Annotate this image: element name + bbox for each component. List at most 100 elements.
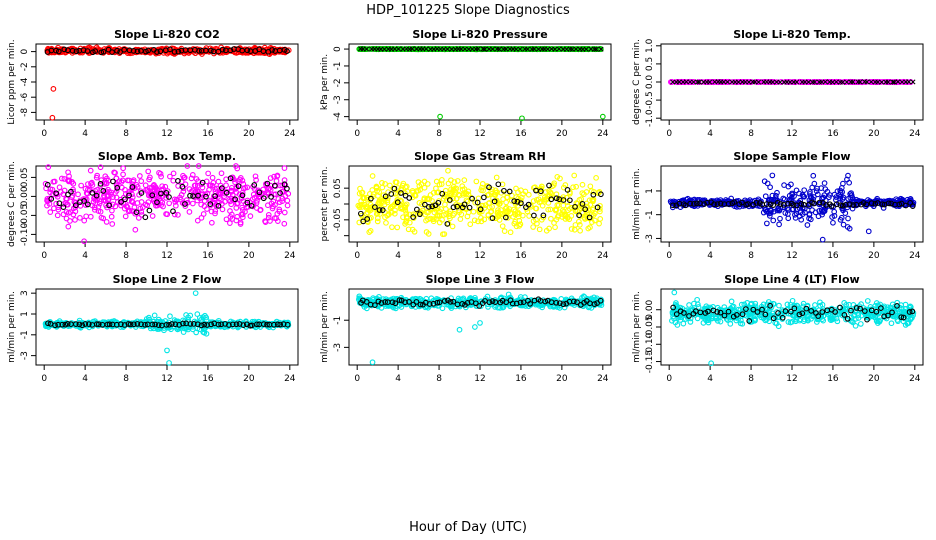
data-point <box>423 46 429 52</box>
data-point <box>195 192 201 199</box>
data-point <box>493 174 500 181</box>
data-point <box>573 46 579 52</box>
data-point <box>383 219 389 226</box>
data-point <box>586 197 593 204</box>
data-point <box>218 170 225 177</box>
data-point <box>403 201 410 208</box>
data-point <box>424 196 431 203</box>
x-tick-label: 12 <box>786 129 797 139</box>
data-point <box>480 46 486 52</box>
y-tick-label: 0.00 <box>20 186 30 206</box>
data-point <box>409 46 415 52</box>
data-point <box>431 209 438 216</box>
data-point <box>474 199 481 206</box>
x-tick-label: 20 <box>243 374 255 384</box>
data-point <box>228 211 235 218</box>
y-tick-label: -1 <box>333 61 343 70</box>
data-point <box>95 208 102 214</box>
data-point <box>855 79 861 85</box>
data-point <box>776 221 782 228</box>
data-point <box>812 79 819 85</box>
data-point <box>227 47 234 54</box>
x-tick-label: 24 <box>909 374 921 384</box>
data-point <box>172 202 179 209</box>
data-point <box>392 207 398 214</box>
data-point <box>755 79 762 85</box>
data-point <box>548 215 554 222</box>
data-point <box>281 209 288 216</box>
data-point <box>405 226 412 233</box>
data-point <box>425 203 432 210</box>
data-point <box>368 195 374 202</box>
data-point <box>44 196 51 202</box>
y-axis-label: Licor ppm per min. <box>7 39 17 124</box>
data-point <box>572 203 578 210</box>
data-point <box>366 229 373 235</box>
x-tick-label: 12 <box>474 129 485 139</box>
x-tick-label: 16 <box>827 251 839 261</box>
data-point <box>213 185 220 192</box>
data-point <box>164 211 171 218</box>
data-point <box>478 215 484 221</box>
data-point <box>209 174 216 181</box>
data-point <box>398 187 404 194</box>
data-point <box>597 46 604 52</box>
y-tick-label: -0.5 <box>645 91 655 109</box>
data-point <box>97 180 104 187</box>
data-point <box>117 49 123 55</box>
data-point <box>268 193 274 200</box>
x-tick-label: 20 <box>868 374 880 384</box>
data-point <box>392 190 399 197</box>
data-point <box>83 213 90 220</box>
data-point <box>379 207 386 214</box>
series-hourly-slopes <box>670 79 916 85</box>
data-point <box>833 79 839 85</box>
data-point <box>119 177 126 184</box>
data-point <box>534 220 540 227</box>
data-point <box>884 79 890 85</box>
data-point <box>175 48 182 55</box>
data-point <box>235 183 242 190</box>
data-point <box>230 176 237 183</box>
data-point <box>503 214 509 221</box>
data-point <box>830 219 836 226</box>
data-point <box>454 203 461 210</box>
data-point <box>167 173 173 180</box>
data-point <box>49 114 56 121</box>
data-point <box>409 188 416 194</box>
data-point <box>253 177 259 183</box>
data-point <box>145 47 152 54</box>
data-point <box>513 46 519 52</box>
data-point <box>150 182 157 189</box>
data-point <box>596 220 602 227</box>
panel-2: Slope Li-820 Temp.degrees C per min.0 4 8 1… <box>632 28 924 139</box>
data-point <box>114 47 120 54</box>
data-point <box>423 229 430 235</box>
data-point <box>108 189 115 196</box>
data-point <box>88 180 94 187</box>
y-tick-label: -3 <box>333 95 343 104</box>
data-point <box>126 188 133 195</box>
data-point <box>492 215 499 222</box>
data-point <box>120 171 126 178</box>
x-tick-label: 12 <box>474 251 485 261</box>
data-point <box>136 173 143 179</box>
data-point <box>239 192 246 199</box>
data-point <box>699 79 706 85</box>
data-point <box>785 215 792 222</box>
y-tick-label: 1 <box>645 188 655 194</box>
data-point <box>394 199 401 206</box>
y-tick-label: -0.05 <box>20 204 30 227</box>
data-point <box>244 184 251 191</box>
data-point <box>55 206 62 213</box>
x-tick-label: 24 <box>909 251 921 261</box>
series-hourly-slopes <box>357 181 604 227</box>
data-point <box>545 206 552 213</box>
data-point <box>47 186 54 193</box>
data-point <box>437 113 443 120</box>
data-point <box>203 193 209 200</box>
data-point <box>205 170 212 177</box>
data-point <box>138 199 145 205</box>
data-point <box>423 217 429 224</box>
